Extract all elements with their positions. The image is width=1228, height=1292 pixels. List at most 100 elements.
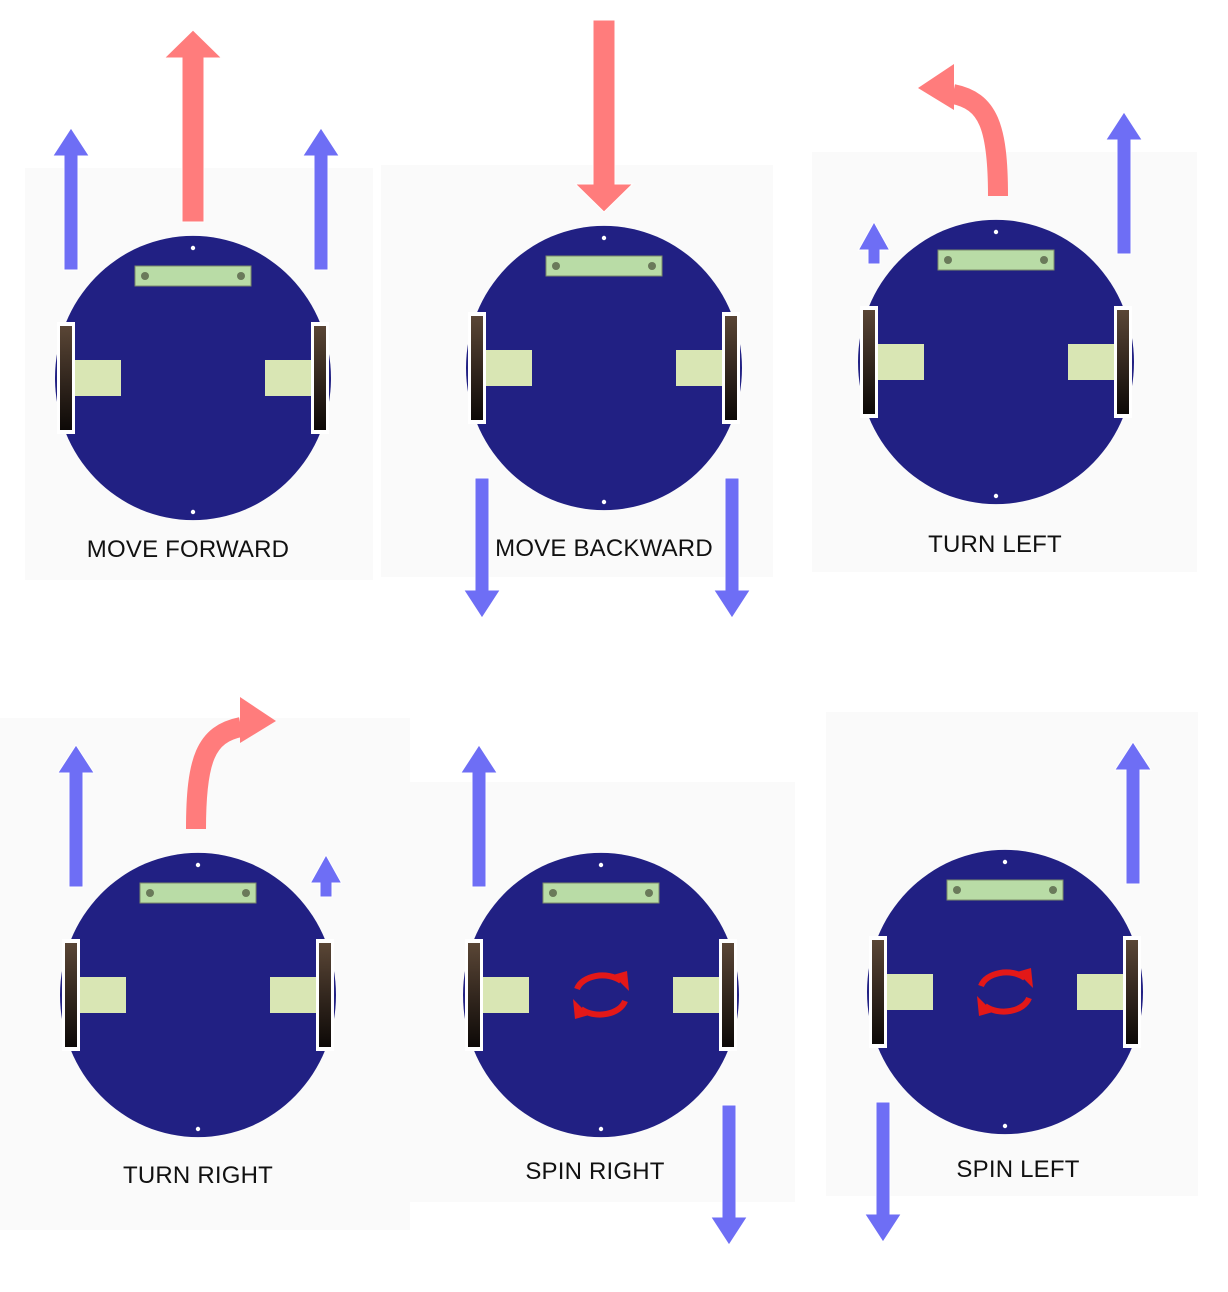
right-motor-mount (673, 977, 721, 1013)
right-motor-mount (265, 360, 313, 396)
robot-chassis (466, 225, 742, 511)
robot-chassis (463, 852, 739, 1138)
board-screw (552, 262, 560, 270)
left-wheel-arrow (462, 477, 502, 619)
caption-move-backward: MOVE BACKWARD (495, 535, 713, 562)
mount-hole (993, 229, 999, 235)
sensor-board (545, 255, 663, 277)
spin-arc-bottom (983, 996, 1032, 1015)
mount-hole (601, 235, 607, 241)
right-wheel-arrow (1113, 741, 1153, 885)
left-wheel-arrow (857, 220, 891, 265)
mount-hole (993, 493, 999, 499)
caption-move-forward: MOVE FORWARD (86, 536, 290, 563)
left-motor-mount (481, 977, 529, 1013)
board-screw (237, 272, 245, 280)
right-wheel-arrow (301, 127, 341, 271)
caption-turn-right: TURN RIGHT (123, 1162, 273, 1189)
robot-spin-right (459, 744, 749, 1246)
board-screw (645, 889, 653, 897)
robot-move-backward (462, 19, 752, 619)
board-screw (648, 262, 656, 270)
left-wheel (468, 943, 480, 1047)
left-motor-mount (876, 344, 924, 380)
left-wheel (60, 326, 72, 430)
spin-arrowhead-bottom (573, 999, 589, 1019)
red-arrow-shaft (186, 717, 244, 830)
mount-hole (598, 862, 604, 868)
spin-arc-top (978, 969, 1027, 988)
rotate-arrows-icon (573, 971, 629, 1019)
right-motor-mount (1068, 344, 1116, 380)
right-wheel-arrow (309, 853, 343, 898)
board-screw (944, 256, 952, 264)
mount-hole (601, 499, 607, 505)
spin-arc-bottom (579, 999, 628, 1018)
board-screw (141, 272, 149, 280)
left-wheel-arrow (459, 744, 499, 888)
left-wheel-arrow (863, 1101, 903, 1243)
left-wheel (65, 943, 77, 1047)
robot-motion-arrow (574, 19, 634, 213)
left-wheel (872, 940, 884, 1044)
left-motor-mount (73, 360, 121, 396)
left-wheel (863, 310, 875, 414)
rotate-arrows-icon (977, 968, 1033, 1016)
caption-spin-left: SPIN LEFT (956, 1156, 1080, 1183)
red-arrow-shaft (950, 84, 1008, 197)
right-motor-mount (1077, 974, 1125, 1010)
robot-chassis (867, 849, 1143, 1135)
robot-spin-left (863, 741, 1153, 1243)
board-screw (1040, 256, 1048, 264)
spin-arrowhead-top (613, 971, 629, 991)
sensor-board (542, 882, 660, 904)
robot-turn-left (857, 64, 1144, 505)
left-motor-mount (484, 350, 532, 386)
spin-arrowhead-top (1017, 968, 1033, 988)
mount-hole (190, 509, 196, 515)
robot-move-forward (51, 29, 341, 521)
board-screw (1049, 886, 1057, 894)
right-wheel (314, 326, 326, 430)
board-screw (549, 889, 557, 897)
mount-hole (190, 245, 196, 251)
spin-arc-top (574, 972, 623, 991)
right-motor-mount (270, 977, 318, 1013)
sensor-board (937, 249, 1055, 271)
board-screw (242, 889, 250, 897)
robot-chassis (858, 219, 1134, 505)
right-motor-mount (676, 350, 724, 386)
right-wheel-arrow (709, 1104, 749, 1246)
board-screw (953, 886, 961, 894)
mount-hole (1002, 1123, 1008, 1129)
caption-spin-right: SPIN RIGHT (525, 1158, 665, 1185)
left-motor-mount (885, 974, 933, 1010)
sensor-board (134, 265, 252, 287)
red-arrow-head (240, 697, 276, 743)
right-wheel-arrow (1104, 111, 1144, 255)
robot-chassis (60, 852, 336, 1138)
board-screw (146, 889, 154, 897)
right-wheel (722, 943, 734, 1047)
mount-hole (598, 1126, 604, 1132)
robot-turn-right (56, 697, 343, 1138)
left-wheel (471, 316, 483, 420)
right-wheel (725, 316, 737, 420)
right-wheel (319, 943, 331, 1047)
red-arrow-head (918, 64, 954, 110)
left-motor-mount (78, 977, 126, 1013)
sensor-board (139, 882, 257, 904)
spin-arrowhead-bottom (977, 996, 993, 1016)
mount-hole (1002, 859, 1008, 865)
mount-hole (195, 1126, 201, 1132)
sensor-board (946, 879, 1064, 901)
caption-turn-left: TURN LEFT (928, 531, 1062, 558)
left-wheel-arrow (51, 127, 91, 271)
mount-hole (195, 862, 201, 868)
right-wheel (1117, 310, 1129, 414)
right-wheel-arrow (712, 477, 752, 619)
robot-motion-arrow (163, 29, 223, 223)
left-wheel-arrow (56, 744, 96, 888)
